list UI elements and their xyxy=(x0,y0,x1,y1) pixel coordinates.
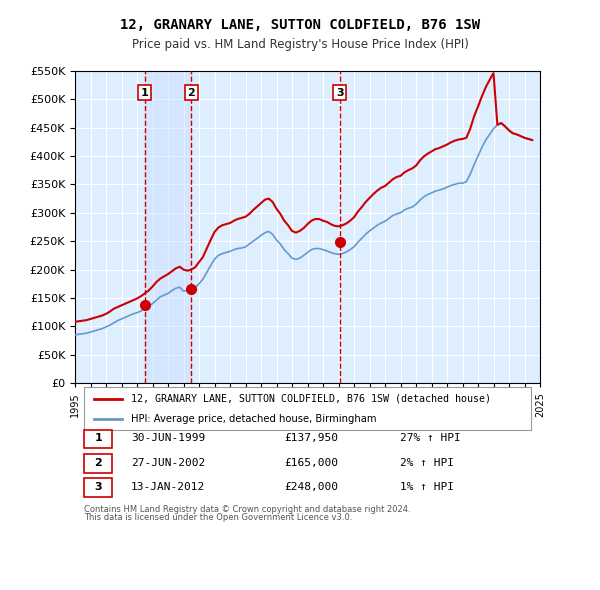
Text: 3: 3 xyxy=(336,88,344,98)
Text: £248,000: £248,000 xyxy=(284,482,338,492)
Bar xyxy=(84,454,112,473)
Text: £165,000: £165,000 xyxy=(284,458,338,468)
Bar xyxy=(145,71,191,383)
Text: 1% ↑ HPI: 1% ↑ HPI xyxy=(401,482,455,492)
Text: 13-JAN-2012: 13-JAN-2012 xyxy=(131,482,205,492)
Bar xyxy=(84,478,112,497)
Text: 27-JUN-2002: 27-JUN-2002 xyxy=(131,458,205,468)
Bar xyxy=(84,388,530,430)
Text: HPI: Average price, detached house, Birmingham: HPI: Average price, detached house, Birm… xyxy=(131,414,376,424)
Text: 30-JUN-1999: 30-JUN-1999 xyxy=(131,434,205,444)
Text: 12, GRANARY LANE, SUTTON COLDFIELD, B76 1SW (detached house): 12, GRANARY LANE, SUTTON COLDFIELD, B76 … xyxy=(131,394,491,404)
Text: 2% ↑ HPI: 2% ↑ HPI xyxy=(401,458,455,468)
Text: 2: 2 xyxy=(187,88,195,98)
Text: This data is licensed under the Open Government Licence v3.0.: This data is licensed under the Open Gov… xyxy=(84,513,353,522)
Text: 1: 1 xyxy=(141,88,149,98)
Text: 1: 1 xyxy=(94,434,102,444)
Text: 2: 2 xyxy=(94,458,102,468)
Bar xyxy=(84,430,112,448)
Text: 3: 3 xyxy=(94,482,102,492)
Text: Price paid vs. HM Land Registry's House Price Index (HPI): Price paid vs. HM Land Registry's House … xyxy=(131,38,469,51)
Text: Contains HM Land Registry data © Crown copyright and database right 2024.: Contains HM Land Registry data © Crown c… xyxy=(84,504,411,514)
Text: £137,950: £137,950 xyxy=(284,434,338,444)
Text: 27% ↑ HPI: 27% ↑ HPI xyxy=(401,434,461,444)
Text: 12, GRANARY LANE, SUTTON COLDFIELD, B76 1SW: 12, GRANARY LANE, SUTTON COLDFIELD, B76 … xyxy=(120,18,480,32)
